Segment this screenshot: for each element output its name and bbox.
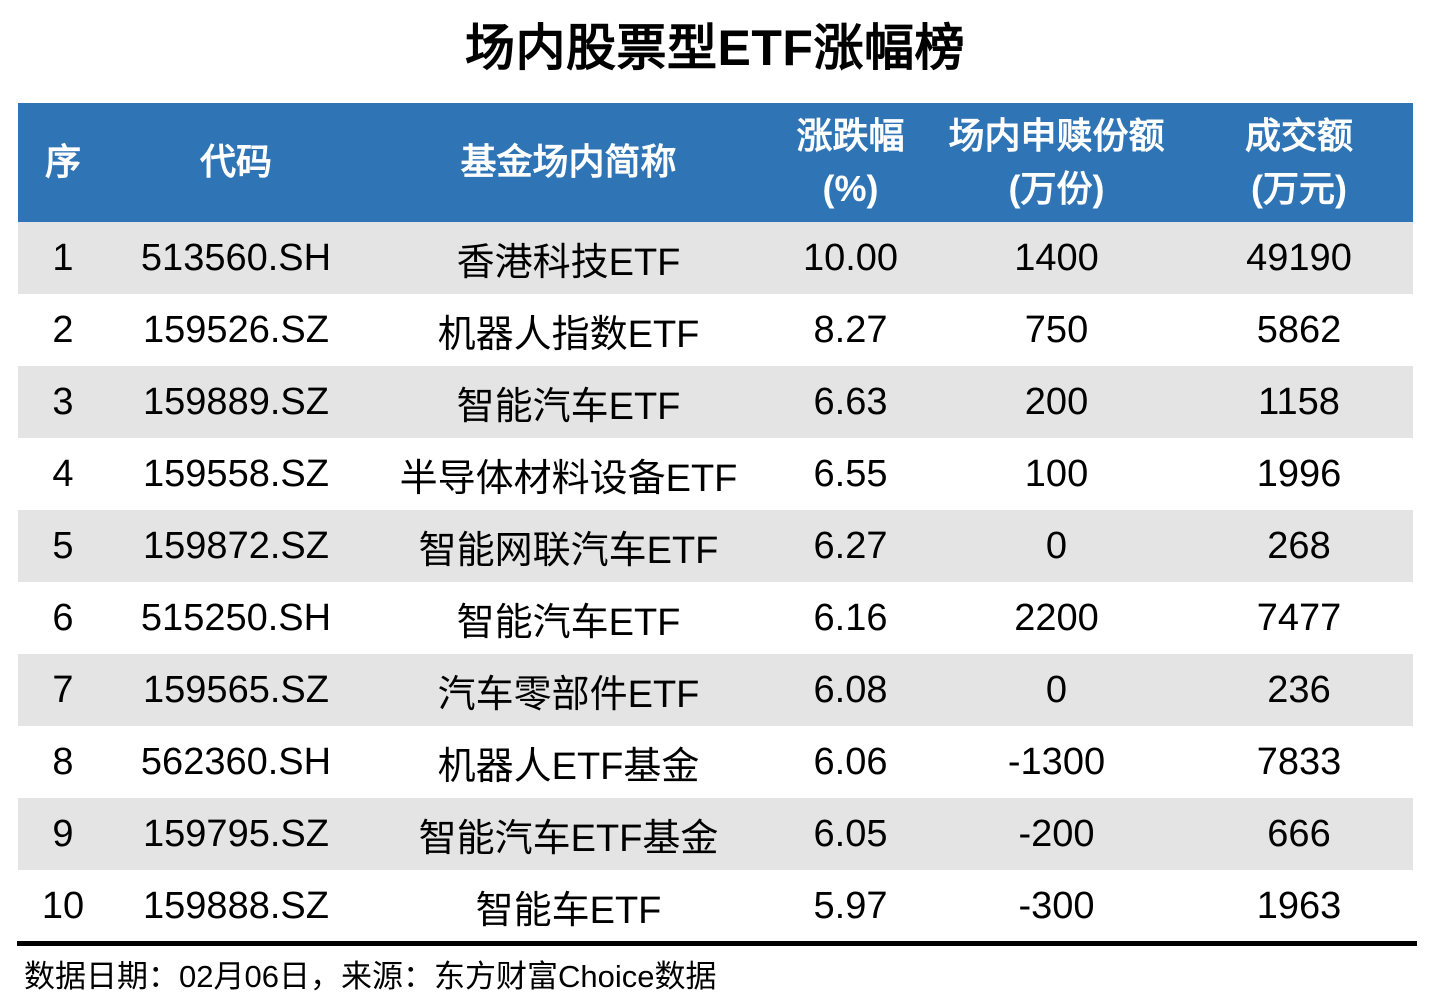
cell-fund-name: 汽车零部件ETF	[437, 673, 700, 716]
cell-rank: 10	[41, 884, 85, 927]
cell-turnover: 666	[1267, 812, 1331, 855]
col-header-turnover: 成交额 (万元)	[1185, 103, 1413, 222]
cell-subscription-shares: 0	[1045, 524, 1068, 567]
cell-change-pct: 6.06	[813, 740, 888, 783]
cell-rank: 8	[52, 740, 74, 783]
cell-change-pct: 6.08	[813, 668, 888, 711]
cell-subscription-shares: -300	[1018, 884, 1095, 927]
col-header-subscription-shares-unit: (万份)	[1008, 167, 1105, 209]
cell-change-pct: 6.27	[813, 524, 888, 567]
cell-subscription-shares: 0	[1045, 668, 1068, 711]
cell-fund-name: 智能汽车ETF	[456, 385, 681, 428]
table-row: 1 513560.SH 香港科技ETF 10.00 1400 49190	[18, 222, 1413, 294]
page-title: 场内股票型ETF涨幅榜	[465, 20, 965, 76]
cell-code: 159526.SZ	[143, 308, 329, 351]
table-row: 5 159872.SZ 智能网联汽车ETF 6.27 0 268	[18, 510, 1413, 582]
cell-turnover: 1963	[1256, 884, 1342, 927]
cell-change-pct: 6.55	[813, 452, 888, 495]
col-header-turnover-unit: (万元)	[1251, 167, 1347, 209]
col-header-change-pct: 涨跌幅 (%)	[773, 103, 928, 222]
cell-code: 159558.SZ	[143, 452, 329, 495]
cell-subscription-shares: 100	[1024, 452, 1089, 495]
table-body: 1 513560.SH 香港科技ETF 10.00 1400 49190 2 159526.S…	[18, 222, 1413, 942]
cell-rank: 3	[52, 380, 74, 423]
col-header-code-label: 代码	[199, 141, 272, 183]
cell-code: 159888.SZ	[143, 884, 329, 927]
table-row: 8 562360.SH 机器人ETF基金 6.06 -1300 7833	[18, 726, 1413, 798]
cell-fund-name: 香港科技ETF	[456, 241, 681, 284]
footer-divider	[17, 941, 1417, 946]
cell-rank: 4	[52, 452, 74, 495]
cell-rank: 2	[52, 308, 74, 351]
table-row: 2 159526.SZ 机器人指数ETF 8.27 750 5862	[18, 294, 1413, 366]
cell-change-pct: 6.63	[813, 380, 888, 423]
cell-subscription-shares: 1400	[1014, 236, 1099, 279]
cell-turnover: 7833	[1256, 740, 1342, 783]
cell-change-pct: 6.16	[813, 596, 888, 639]
cell-turnover: 236	[1267, 668, 1331, 711]
cell-fund-name: 机器人指数ETF	[437, 313, 700, 356]
cell-code: 562360.SH	[140, 740, 332, 783]
cell-fund-name: 智能车ETF	[475, 889, 662, 932]
cell-code: 515250.SH	[140, 596, 332, 639]
cell-rank: 6	[52, 596, 74, 639]
col-header-rank: 序	[18, 103, 108, 222]
cell-turnover: 268	[1267, 524, 1331, 567]
col-header-fund-name-label: 基金场内简称	[460, 141, 677, 183]
table-header-row: 序 代码 基金场内简称 涨跌幅 (%) 场内申赎份额 (万份) 成交额	[18, 103, 1413, 222]
cell-code: 159795.SZ	[143, 812, 329, 855]
cell-subscription-shares: 750	[1024, 308, 1089, 351]
table-header: 序 代码 基金场内简称 涨跌幅 (%) 场内申赎份额 (万份) 成交额	[18, 103, 1413, 222]
col-header-fund-name: 基金场内简称	[364, 103, 773, 222]
col-header-subscription-shares-label: 场内申赎份额	[948, 115, 1165, 157]
col-header-code: 代码	[108, 103, 364, 222]
cell-code: 159872.SZ	[143, 524, 329, 567]
cell-rank: 1	[52, 236, 74, 279]
table-row: 6 515250.SH 智能汽车ETF 6.16 2200 7477	[18, 582, 1413, 654]
cell-turnover: 5862	[1256, 308, 1342, 351]
cell-rank: 5	[52, 524, 74, 567]
cell-rank: 9	[52, 812, 74, 855]
cell-code: 159889.SZ	[143, 380, 329, 423]
cell-change-pct: 10.00	[802, 236, 899, 279]
table-row: 7 159565.SZ 汽车零部件ETF 6.08 0 236	[18, 654, 1413, 726]
col-header-change-pct-unit: (%)	[822, 167, 879, 209]
cell-turnover: 1996	[1256, 452, 1342, 495]
cell-code: 159565.SZ	[143, 668, 329, 711]
table-row: 9 159795.SZ 智能汽车ETF基金 6.05 -200 666	[18, 798, 1413, 870]
cell-rank: 7	[52, 668, 74, 711]
cell-code: 513560.SH	[140, 236, 332, 279]
cell-subscription-shares: -1300	[1007, 740, 1106, 783]
cell-fund-name: 智能汽车ETF基金	[418, 817, 719, 860]
cell-change-pct: 8.27	[813, 308, 888, 351]
cell-turnover: 49190	[1246, 236, 1352, 279]
cell-subscription-shares: 2200	[1014, 596, 1099, 639]
col-header-subscription-shares: 场内申赎份额 (万份)	[928, 103, 1185, 222]
cell-turnover: 1158	[1258, 380, 1340, 423]
cell-fund-name: 智能网联汽车ETF	[418, 529, 719, 572]
data-source-note: 数据日期：02月06日，来源：东方财富Choice数据	[24, 959, 717, 994]
col-header-change-pct-label: 涨跌幅	[796, 115, 905, 157]
cell-subscription-shares: 200	[1024, 380, 1089, 423]
table-row: 4 159558.SZ 半导体材料设备ETF 6.55 100 1996	[18, 438, 1413, 510]
col-header-rank-label: 序	[44, 141, 81, 183]
cell-fund-name: 半导体材料设备ETF	[399, 457, 738, 500]
col-header-turnover-label: 成交额	[1244, 115, 1353, 157]
cell-fund-name: 智能汽车ETF	[456, 601, 681, 644]
cell-turnover: 7477	[1256, 596, 1342, 639]
cell-subscription-shares: -200	[1018, 812, 1095, 855]
etf-ranking-table: 序 代码 基金场内简称 涨跌幅 (%) 场内申赎份额 (万份) 成交额	[18, 103, 1413, 942]
table-row: 10 159888.SZ 智能车ETF 5.97 -300 1963	[18, 870, 1413, 942]
cell-fund-name: 机器人ETF基金	[437, 745, 700, 788]
cell-change-pct: 6.05	[813, 812, 888, 855]
table-row: 3 159889.SZ 智能汽车ETF 6.63 200 1158	[18, 366, 1413, 438]
cell-change-pct: 5.97	[813, 884, 888, 927]
